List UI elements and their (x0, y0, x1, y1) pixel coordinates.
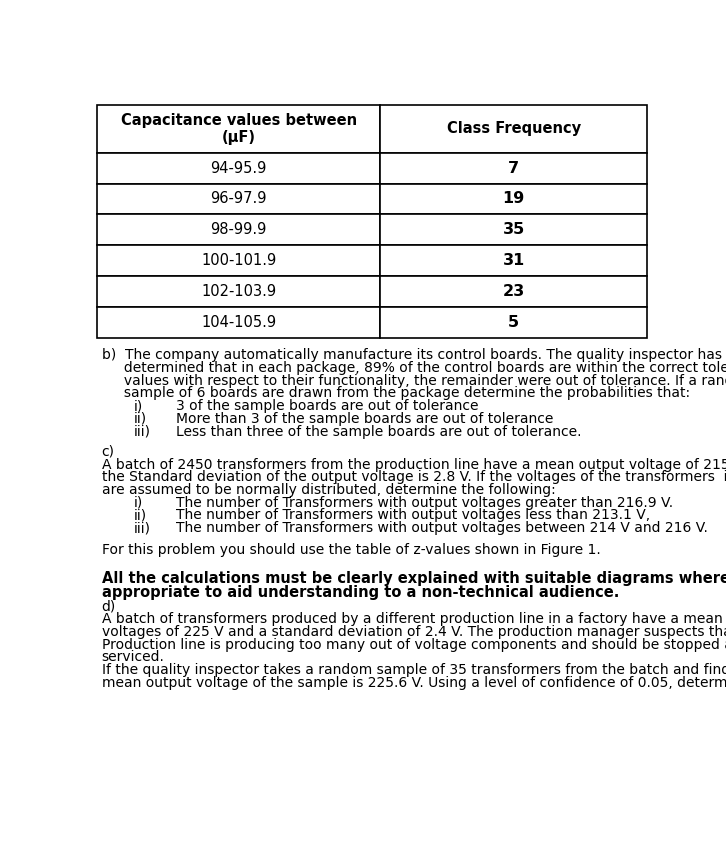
Text: All the calculations must be clearly explained with suitable diagrams where: All the calculations must be clearly exp… (102, 571, 726, 586)
Text: appropriate to aid understanding to a non-technical audience.: appropriate to aid understanding to a no… (102, 584, 619, 599)
Text: b)  The company automatically manufacture its control boards. The quality inspec: b) The company automatically manufacture… (102, 348, 722, 362)
Text: are assumed to be normally distributed, determine the following:: are assumed to be normally distributed, … (102, 483, 555, 497)
Text: 98-99.9: 98-99.9 (211, 223, 267, 237)
Text: Capacitance values between
(μF): Capacitance values between (μF) (121, 113, 356, 145)
Text: d): d) (102, 599, 116, 614)
Text: The number of Transformers with output voltages greater than 216.9 V.: The number of Transformers with output v… (176, 496, 673, 510)
Text: Production line is producing too many out of voltage components and should be st: Production line is producing too many ou… (102, 637, 726, 652)
Text: iii): iii) (134, 521, 150, 535)
Text: A batch of 2450 transformers from the production line have a mean output voltage: A batch of 2450 transformers from the pr… (102, 458, 726, 472)
Text: 19: 19 (502, 191, 525, 207)
Bar (97, 184, 380, 214)
Text: For this problem you should use the table of z-values shown in Figure 1.: For this problem you should use the tabl… (102, 543, 600, 557)
Text: i): i) (134, 496, 142, 510)
Bar (97, 276, 380, 307)
Bar (380, 153, 647, 184)
Bar (380, 105, 647, 153)
Bar (380, 276, 647, 307)
Text: ii): ii) (134, 508, 147, 523)
Bar (97, 307, 380, 337)
Text: determined that in each package, 89% of the control boards are within the correc: determined that in each package, 89% of … (102, 361, 726, 375)
Bar (97, 153, 380, 184)
Bar (380, 214, 647, 245)
Text: i): i) (134, 399, 142, 413)
Text: The number of Transformers with output voltages less than 213.1 V,: The number of Transformers with output v… (176, 508, 650, 523)
Text: c): c) (102, 445, 115, 459)
Text: values with respect to their functionality, the remainder were out of tolerance.: values with respect to their functionali… (102, 373, 726, 388)
Bar (97, 105, 380, 153)
Text: 94-95.9: 94-95.9 (211, 161, 267, 175)
Bar (380, 245, 647, 276)
Text: 104-105.9: 104-105.9 (201, 314, 276, 330)
Text: If the quality inspector takes a random sample of 35 transformers from the batch: If the quality inspector takes a random … (102, 663, 726, 677)
Text: ii): ii) (134, 412, 147, 426)
Text: sample of 6 boards are drawn from the package determine the probabilities that:: sample of 6 boards are drawn from the pa… (102, 386, 690, 400)
Text: Class Frequency: Class Frequency (446, 121, 581, 137)
Text: A batch of transformers produced by a different production line in a factory hav: A batch of transformers produced by a di… (102, 612, 726, 626)
Text: serviced.: serviced. (102, 651, 165, 664)
Text: 35: 35 (502, 223, 525, 237)
Bar (97, 245, 380, 276)
Text: voltages of 225 V and a standard deviation of 2.4 V. The production manager susp: voltages of 225 V and a standard deviati… (102, 625, 726, 639)
Text: mean output voltage of the sample is 225.6 V. Using a level of confidence of 0.0: mean output voltage of the sample is 225… (102, 676, 726, 690)
Text: More than 3 of the sample boards are out of tolerance: More than 3 of the sample boards are out… (176, 412, 553, 426)
Text: 7: 7 (508, 161, 519, 175)
Text: 100-101.9: 100-101.9 (201, 253, 277, 268)
Text: 102-103.9: 102-103.9 (201, 284, 276, 299)
Bar (97, 214, 380, 245)
Bar (380, 184, 647, 214)
Text: the Standard deviation of the output voltage is 2.8 V. If the voltages of the tr: the Standard deviation of the output vol… (102, 470, 726, 485)
Text: The number of Transformers with output voltages between 214 V and 216 V.: The number of Transformers with output v… (176, 521, 708, 535)
Bar (380, 307, 647, 337)
Text: 96-97.9: 96-97.9 (211, 191, 267, 207)
Text: 5: 5 (508, 314, 519, 330)
Text: 31: 31 (502, 253, 525, 268)
Text: 3 of the sample boards are out of tolerance: 3 of the sample boards are out of tolera… (176, 399, 478, 413)
Text: iii): iii) (134, 425, 150, 438)
Text: 23: 23 (502, 284, 525, 299)
Text: Less than three of the sample boards are out of tolerance.: Less than three of the sample boards are… (176, 425, 582, 438)
